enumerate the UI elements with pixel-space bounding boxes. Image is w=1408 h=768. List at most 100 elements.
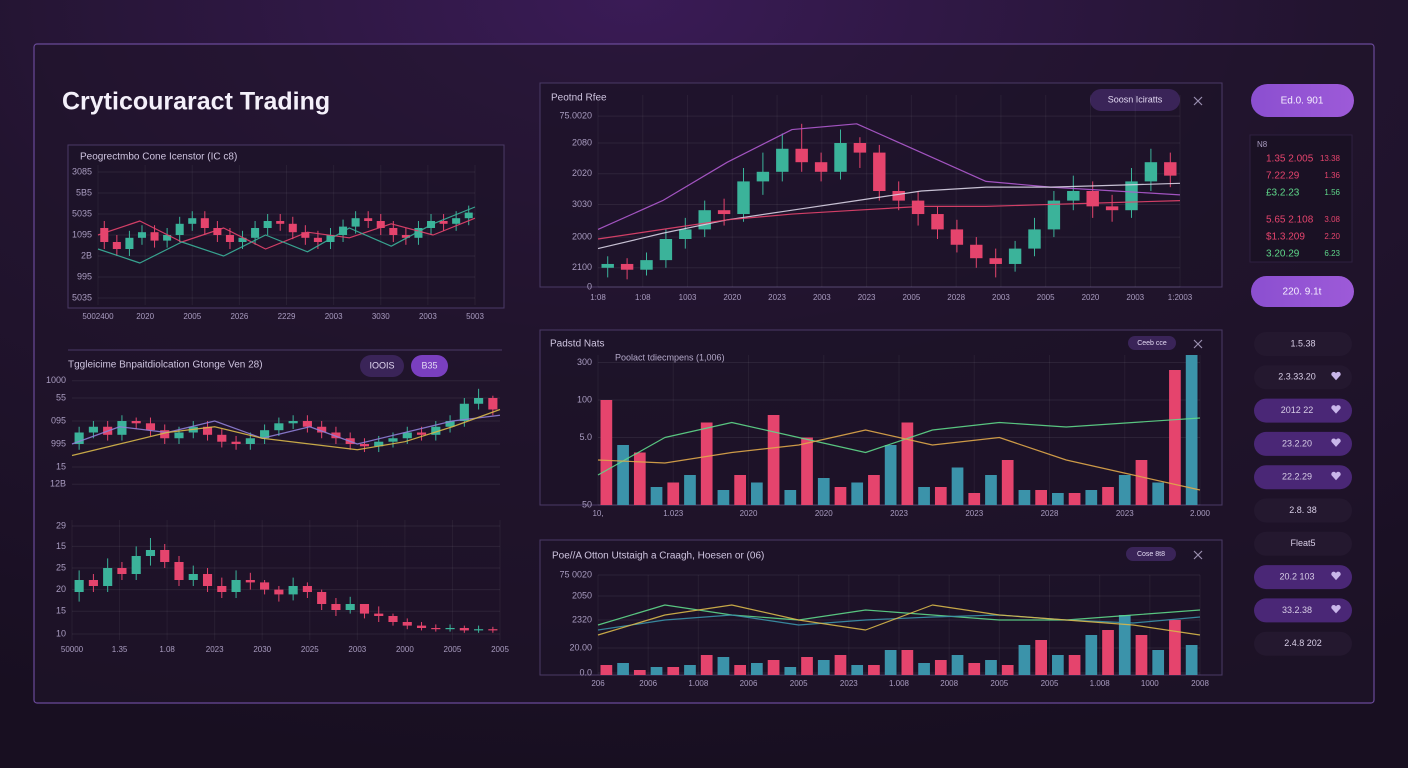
x-tick-label: 2005 xyxy=(183,312,201,321)
top-button-label[interactable]: Ed.0. 901 xyxy=(1281,96,1324,107)
panel xyxy=(539,329,1223,506)
heart-icon[interactable] xyxy=(1331,471,1341,481)
list-item[interactable] xyxy=(1254,565,1352,590)
panel-button[interactable] xyxy=(1128,336,1176,350)
list-item[interactable] xyxy=(1254,465,1352,490)
close-icon[interactable] xyxy=(1193,96,1203,106)
candle-body xyxy=(339,226,348,235)
heart-icon[interactable] xyxy=(1331,604,1341,614)
quote-right: 3.08 xyxy=(1324,215,1340,224)
quote-left: £3.2.23 xyxy=(1266,188,1300,199)
quote-right: 1.36 xyxy=(1324,171,1340,180)
list-item-label[interactable]: 2.4.8 202 xyxy=(1284,638,1322,648)
heart-icon[interactable] xyxy=(1331,371,1341,381)
list-item-label[interactable]: Fleat5 xyxy=(1290,538,1315,548)
indicator-line xyxy=(71,408,501,457)
y-tick-label: 0.0 xyxy=(579,667,592,677)
heart-icon[interactable] xyxy=(1331,438,1341,447)
candle-body xyxy=(737,181,750,215)
bar xyxy=(700,422,713,505)
indicator-line xyxy=(597,200,1181,240)
bar xyxy=(1018,645,1031,675)
panel-button-label[interactable]: Cose 8t8 xyxy=(1137,551,1165,558)
panel-button[interactable] xyxy=(1090,89,1180,111)
candle-body xyxy=(402,622,412,626)
bar xyxy=(784,490,797,505)
bar xyxy=(717,490,730,505)
list-item[interactable] xyxy=(1254,431,1352,456)
list-item-label[interactable]: 2012 22 xyxy=(1281,405,1314,415)
bar xyxy=(734,475,746,505)
list-item-label[interactable]: 33.2.38 xyxy=(1282,605,1312,615)
candle-body xyxy=(202,426,213,435)
candle-body xyxy=(659,239,673,261)
list-item[interactable] xyxy=(1254,498,1352,523)
candle-body xyxy=(251,228,260,238)
candle-body xyxy=(103,568,113,586)
list-item[interactable] xyxy=(1254,365,1352,390)
x-tick-label: 2003 xyxy=(992,293,1010,302)
y-tick-label: 55 xyxy=(56,392,66,402)
list-item[interactable] xyxy=(1254,631,1352,656)
list-item-label[interactable]: 23.2.20 xyxy=(1282,438,1312,448)
panel-button-label[interactable]: Soosn Iciratts xyxy=(1108,94,1163,104)
candle-body xyxy=(416,432,427,435)
list-item-label[interactable]: 1.5.38 xyxy=(1290,338,1315,348)
candle-body xyxy=(88,426,98,433)
bar xyxy=(684,475,696,505)
candle-body xyxy=(274,589,284,595)
candle-body xyxy=(459,403,469,421)
bar xyxy=(851,665,864,675)
x-tick-label: 2005 xyxy=(902,293,920,302)
candle-body xyxy=(431,426,441,435)
candle-body xyxy=(213,228,222,235)
bar xyxy=(1169,370,1181,505)
list-item-label[interactable]: 20.2 103 xyxy=(1279,571,1314,581)
panel-button[interactable] xyxy=(1126,547,1176,561)
list-item[interactable] xyxy=(1254,598,1352,623)
candle-body xyxy=(445,421,455,427)
list-item-label[interactable]: 2.8. 38 xyxy=(1289,505,1317,515)
candle-body xyxy=(351,218,360,227)
x-tick-label: 2023 xyxy=(890,509,908,518)
panel-title: Peogrectmbo Cone Icenstor (IC c8) xyxy=(80,152,237,163)
heart-icon[interactable] xyxy=(1331,405,1341,414)
heart-icon[interactable] xyxy=(1331,571,1341,581)
list-item-label[interactable]: 22.2.29 xyxy=(1282,472,1312,482)
panel-button-label[interactable]: Ceeb cce xyxy=(1137,340,1167,347)
candle-body xyxy=(217,434,227,442)
list-item[interactable] xyxy=(1254,531,1352,556)
x-tick-label: 2026 xyxy=(230,312,248,321)
y-tick-label: 2050 xyxy=(572,590,592,600)
panel-button[interactable] xyxy=(411,355,448,377)
candle-body xyxy=(145,550,156,556)
bar xyxy=(1001,665,1014,675)
candle-body xyxy=(814,162,828,172)
list-item[interactable] xyxy=(1254,332,1352,356)
list-item-label[interactable]: 2.3.33.20 xyxy=(1278,372,1316,382)
candle-body xyxy=(834,143,847,172)
panel-button[interactable] xyxy=(360,355,404,377)
bar xyxy=(918,487,930,505)
close-icon[interactable] xyxy=(1193,550,1203,560)
top-button[interactable] xyxy=(1251,84,1354,117)
candle-body xyxy=(1164,162,1177,176)
bar xyxy=(801,437,813,505)
panel-button-label[interactable]: B35 xyxy=(421,360,437,370)
candle-body xyxy=(601,263,614,268)
mid-button[interactable] xyxy=(1251,276,1354,307)
y-tick-label: 995 xyxy=(77,271,92,281)
y-tick-label: 75 0020 xyxy=(559,569,592,579)
mid-button-label[interactable]: 220. 9.1t xyxy=(1283,287,1322,298)
list-item[interactable] xyxy=(1254,398,1352,423)
x-tick-label: 2006 xyxy=(740,679,758,688)
candle-body xyxy=(313,237,322,242)
x-tick-label: 2000 xyxy=(396,645,414,654)
candle-body xyxy=(402,432,412,439)
quote-left: 1.35 2.005 xyxy=(1266,154,1314,165)
quote-box xyxy=(1249,134,1353,263)
close-icon[interactable] xyxy=(1193,339,1203,349)
candle-body xyxy=(445,628,455,630)
candle-body xyxy=(1144,162,1158,182)
panel-button-label[interactable]: IOOIS xyxy=(369,360,394,370)
